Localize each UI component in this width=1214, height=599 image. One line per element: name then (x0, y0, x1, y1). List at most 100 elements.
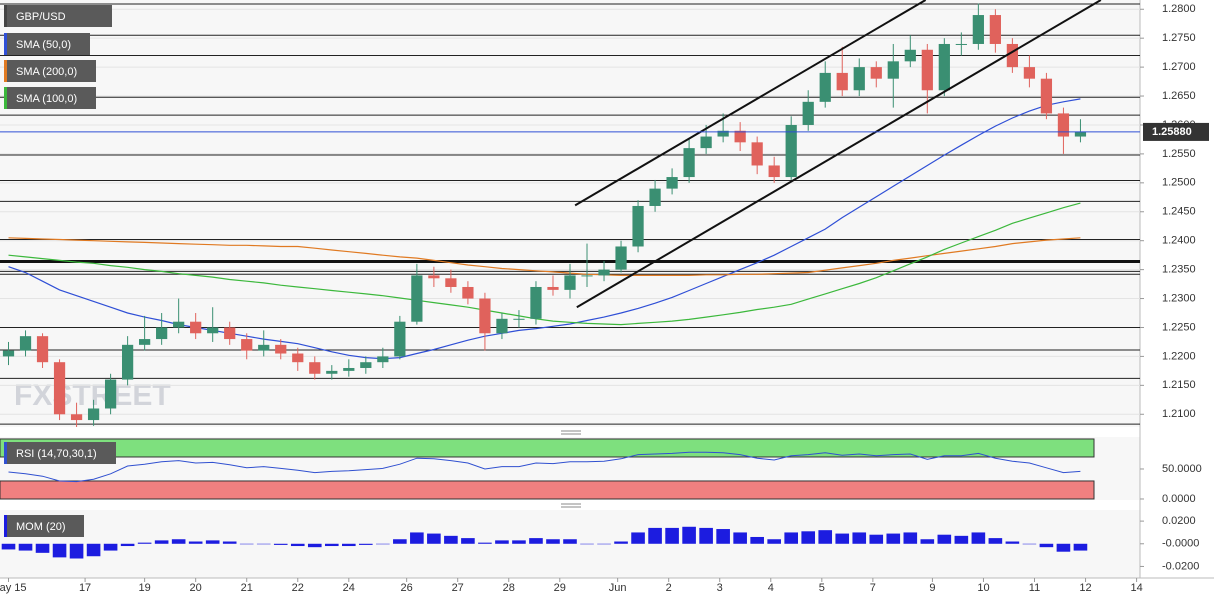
current-price-label: 1.25880 (1152, 126, 1192, 138)
mom-bar (1, 543, 16, 550)
candle-body (121, 344, 134, 380)
legend-swatch (4, 442, 7, 464)
y-tick-label: 1.2800 (1162, 3, 1196, 15)
y-tick-label: 1.2750 (1162, 32, 1196, 44)
candle-body (666, 177, 678, 189)
candle-body (530, 286, 542, 319)
candle-body (224, 327, 236, 340)
indicator-label: RSI (14,70,30,1) (16, 448, 97, 460)
legend-label: SMA (100,0) (16, 93, 77, 105)
mom-bar (239, 543, 254, 545)
mom-bar (835, 533, 850, 544)
y-tick-label: 0.0000 (1162, 493, 1196, 505)
mom-bar (750, 536, 764, 544)
mom-bar (546, 539, 560, 544)
overbought-band (0, 438, 1095, 458)
mom-bar (495, 540, 509, 544)
pane-line (0, 438, 1095, 500)
mom-bar (801, 531, 816, 544)
candle-body (139, 339, 151, 345)
candle-body (751, 142, 763, 166)
legend-box (4, 87, 96, 109)
oversold-band (0, 480, 1095, 500)
y-tick-label: 1.2700 (1162, 61, 1196, 73)
candle-body (258, 344, 270, 351)
x-tick-label: May 15 (0, 582, 27, 594)
legend-label: SMA (200,0) (16, 66, 77, 78)
mom-bar (1073, 543, 1088, 551)
candle-body (734, 130, 746, 143)
candle-body (292, 353, 304, 363)
candle-body (717, 130, 729, 137)
candle-body (853, 67, 865, 91)
candle-body (513, 318, 525, 320)
y-tick-label: 1.2350 (1162, 264, 1196, 276)
legend-swatch (4, 33, 7, 55)
mom-bar (222, 541, 237, 544)
candle-body (275, 344, 287, 354)
mom-bar (290, 543, 305, 547)
current-price-box (1143, 122, 1209, 141)
mom-bar (614, 541, 628, 544)
candle-body (887, 61, 899, 79)
candle-body (547, 286, 559, 290)
candle-body (360, 362, 372, 368)
candle-body (870, 67, 882, 79)
candle-body (70, 414, 83, 421)
mom-bar (120, 543, 135, 547)
mom-bar (359, 543, 373, 545)
candle-body (394, 321, 406, 357)
x-tick-label: 22 (292, 582, 304, 594)
y-tick-label: 1.2250 (1162, 321, 1196, 333)
candle-body (53, 362, 66, 415)
candle-body (836, 72, 848, 91)
x-tick-label: Jun (609, 582, 627, 594)
y-tick-label: 1.2200 (1162, 350, 1196, 362)
candle-body (241, 339, 253, 351)
mom-bar (733, 532, 747, 544)
mom-bar (86, 543, 101, 557)
mom-bar (988, 538, 1003, 544)
mom-bar (35, 543, 50, 553)
x-tick-label: 11 (1029, 582, 1040, 594)
legend-swatch (4, 87, 7, 109)
mom-bar (886, 533, 901, 544)
y-tick-label: 1.2150 (1162, 379, 1196, 391)
legend-box (4, 442, 116, 464)
mom-bar (784, 532, 798, 544)
mom-bar (256, 543, 271, 545)
mom-bar (665, 527, 679, 544)
mom-bar (767, 539, 781, 544)
candle-body (156, 327, 168, 340)
y-tick-label: 1.2550 (1162, 148, 1196, 160)
sma-line (8, 98, 1081, 360)
mom-bar (273, 543, 288, 545)
y-tick-label: 1.2500 (1162, 177, 1196, 189)
mom-bar (478, 542, 492, 544)
x-tick-label: 3 (717, 582, 723, 594)
candle-body (411, 275, 423, 322)
candle-body (819, 72, 831, 102)
candle-body (1023, 67, 1036, 79)
mom-bar (205, 540, 220, 544)
mom-bar (461, 538, 475, 544)
candle-body (683, 148, 695, 178)
y-tick-label: -0.0200 (1162, 560, 1199, 572)
mom-bar (529, 538, 543, 544)
candle-body (785, 124, 797, 178)
x-tick-label: 29 (554, 582, 566, 594)
mom-bar (1005, 541, 1020, 544)
mom-bar (393, 539, 407, 544)
candle-body (955, 43, 967, 45)
candle-body (343, 367, 355, 371)
mom-bar (18, 543, 33, 551)
mom-bar (699, 527, 713, 544)
mom-bar (716, 529, 730, 544)
y-tick-label: 1.2650 (1162, 90, 1196, 102)
mom-bar (188, 541, 203, 544)
mom-bar (342, 543, 356, 547)
candle-body (564, 275, 576, 290)
candle-body (700, 136, 712, 149)
